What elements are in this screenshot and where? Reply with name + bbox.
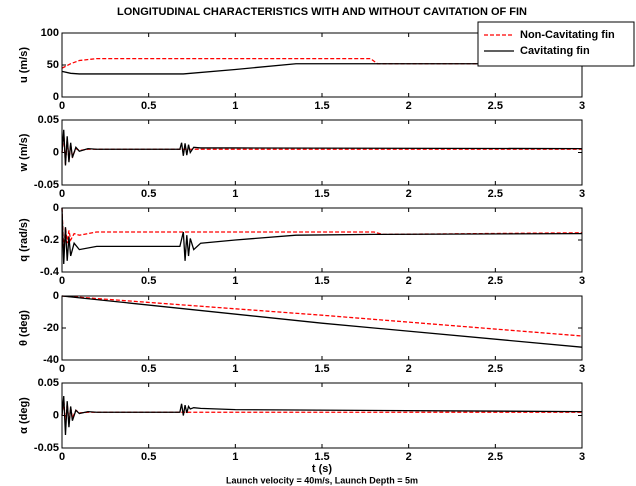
y-axis-label: q (rad/s) <box>18 218 30 262</box>
x-tick-label: 2.5 <box>488 188 503 200</box>
axes-frame <box>62 208 582 272</box>
y-axis-label: θ (deg) <box>18 310 30 346</box>
x-tick-label: 2.5 <box>488 451 503 463</box>
x-tick-label: 1 <box>232 275 238 287</box>
axes-frame <box>62 383 582 448</box>
x-tick-label: 2.5 <box>488 275 503 287</box>
y-tick-label: -0.4 <box>40 266 60 278</box>
data-line <box>61 207 583 253</box>
data-line <box>61 63 582 75</box>
y-tick-label: 0 <box>53 409 59 421</box>
data-line <box>61 295 583 348</box>
axes-border <box>61 295 583 361</box>
x-tick-label: 0.5 <box>141 363 156 375</box>
x-tick-label: 1.5 <box>314 363 329 375</box>
data-line <box>61 295 583 337</box>
x-tick-label: 0.5 <box>141 451 156 463</box>
x-tick-label: 2 <box>406 100 412 112</box>
axes-border <box>61 119 583 186</box>
x-axis-label: t (s) <box>312 463 333 475</box>
x-tick-label: 1.5 <box>314 451 329 463</box>
x-tick-label: 0.5 <box>141 275 156 287</box>
y-axis-label: w (m/s) <box>18 133 30 172</box>
x-tick-label: 1 <box>232 100 238 112</box>
x-tick-label: 3 <box>579 100 585 112</box>
legend-box <box>477 21 635 67</box>
axes-border <box>61 382 583 449</box>
y-tick-label: 0.05 <box>38 377 59 389</box>
x-tick-label: 3 <box>579 275 585 287</box>
axes-frame <box>62 296 582 360</box>
y-tick-label: -0.05 <box>34 442 59 454</box>
y-tick-label: 100 <box>41 27 59 39</box>
y-tick-label: -40 <box>43 354 59 366</box>
legend-label: Non-Cavitating fin <box>520 29 615 41</box>
chart-title: LONGITUDINAL CHARACTERISTICS WITH AND WI… <box>117 6 527 18</box>
x-tick-label: 0.5 <box>141 100 156 112</box>
y-tick-label: 0 <box>53 202 59 214</box>
legend-label: Cavitating fin <box>520 45 590 57</box>
x-tick-label: 3 <box>579 363 585 375</box>
axes-frame <box>62 120 582 185</box>
x-tick-label: 3 <box>579 188 585 200</box>
x-tick-label: 1 <box>232 188 238 200</box>
x-tick-label: 2.5 <box>488 100 503 112</box>
data-line <box>61 395 583 436</box>
x-tick-label: 2 <box>406 363 412 375</box>
y-tick-label: -20 <box>43 322 59 334</box>
x-tick-label: 1.5 <box>314 188 329 200</box>
axes-border <box>61 207 583 273</box>
y-axis-label: α (deg) <box>18 397 30 434</box>
x-tick-label: 0 <box>59 451 65 463</box>
x-tick-label: 1.5 <box>314 275 329 287</box>
y-tick-label: 0 <box>53 91 59 103</box>
x-tick-label: 0 <box>59 275 65 287</box>
x-tick-label: 0 <box>59 188 65 200</box>
x-tick-label: 1 <box>232 363 238 375</box>
data-line <box>61 207 583 265</box>
x-tick-label: 1.5 <box>314 100 329 112</box>
y-axis-label: u (m/s) <box>18 47 30 83</box>
y-tick-label: 50 <box>47 59 59 71</box>
x-tick-label: 2.5 <box>488 363 503 375</box>
y-tick-label: 0 <box>53 290 59 302</box>
x-tick-label: 2 <box>406 188 412 200</box>
x-tick-label: 0.5 <box>141 188 156 200</box>
y-tick-label: -0.05 <box>34 179 59 191</box>
x-tick-label: 3 <box>579 451 585 463</box>
x-tick-label: 2 <box>406 451 412 463</box>
data-line <box>61 129 583 166</box>
x-tick-label: 1 <box>232 451 238 463</box>
y-tick-label: -0.2 <box>40 234 59 246</box>
x-tick-label: 2 <box>406 275 412 287</box>
x-tick-label: 0 <box>59 363 65 375</box>
y-tick-label: 0.05 <box>38 114 59 126</box>
data-line <box>61 57 582 69</box>
annotation: Launch velocity = 40m/s, Launch Depth = … <box>226 475 418 485</box>
y-tick-label: 0 <box>53 146 59 158</box>
x-tick-label: 0 <box>59 100 65 112</box>
